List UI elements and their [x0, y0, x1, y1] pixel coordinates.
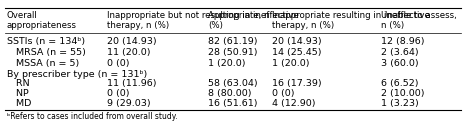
Text: MSSA (n = 5): MSSA (n = 5) [7, 59, 79, 68]
Text: 0 (0): 0 (0) [272, 89, 294, 98]
Text: 1 (3.23): 1 (3.23) [381, 99, 419, 108]
Text: SSTIs (n = 134ᵇ): SSTIs (n = 134ᵇ) [7, 37, 85, 46]
Text: Inappropriate resulting in ineffective
therapy, n (%): Inappropriate resulting in ineffective t… [272, 11, 429, 30]
Text: 2 (10.00): 2 (10.00) [381, 89, 425, 98]
Text: 9 (29.03): 9 (29.03) [108, 99, 151, 108]
Text: 58 (63.04): 58 (63.04) [208, 79, 257, 88]
Text: MRSA (n = 55): MRSA (n = 55) [7, 48, 86, 57]
Text: NP: NP [7, 89, 29, 98]
Text: 1 (20.0): 1 (20.0) [208, 59, 245, 68]
Text: 28 (50.91): 28 (50.91) [208, 48, 257, 57]
Text: Unable to assess,
n (%): Unable to assess, n (%) [381, 11, 457, 30]
Text: Inappropriate but not resulting in ineffective
therapy, n (%): Inappropriate but not resulting in ineff… [108, 11, 299, 30]
Text: 20 (14.93): 20 (14.93) [272, 37, 321, 46]
Text: 20 (14.93): 20 (14.93) [108, 37, 157, 46]
Text: 11 (11.96): 11 (11.96) [108, 79, 157, 88]
Text: 2 (3.64): 2 (3.64) [381, 48, 419, 57]
Text: 8 (80.00): 8 (80.00) [208, 89, 251, 98]
Text: MD: MD [7, 99, 31, 108]
Text: Appropriate, n
(%): Appropriate, n (%) [208, 11, 269, 30]
Text: 1 (20.0): 1 (20.0) [272, 59, 309, 68]
Text: 12 (8.96): 12 (8.96) [381, 37, 425, 46]
Text: Overall
appropriateness: Overall appropriateness [7, 11, 77, 30]
Text: 0 (0): 0 (0) [108, 89, 130, 98]
Text: 14 (25.45): 14 (25.45) [272, 48, 321, 57]
Text: RN: RN [7, 79, 29, 88]
Text: ᵇRefers to cases included from overall study.: ᵇRefers to cases included from overall s… [7, 112, 177, 121]
Text: By prescriber type (n = 131ᵇ): By prescriber type (n = 131ᵇ) [7, 70, 147, 79]
Text: 82 (61.19): 82 (61.19) [208, 37, 257, 46]
Text: 16 (51.61): 16 (51.61) [208, 99, 257, 108]
Text: 16 (17.39): 16 (17.39) [272, 79, 321, 88]
Text: 3 (60.0): 3 (60.0) [381, 59, 419, 68]
Text: 4 (12.90): 4 (12.90) [272, 99, 315, 108]
Text: 6 (6.52): 6 (6.52) [381, 79, 419, 88]
Text: 0 (0): 0 (0) [108, 59, 130, 68]
Text: 11 (20.0): 11 (20.0) [108, 48, 151, 57]
